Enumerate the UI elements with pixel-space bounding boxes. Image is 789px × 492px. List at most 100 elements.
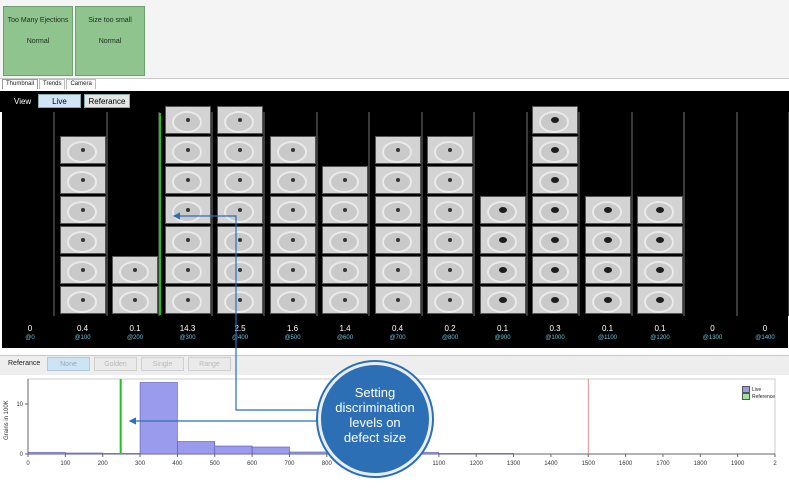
thumbnail-image[interactable]	[374, 226, 421, 254]
thumbnail-image[interactable]	[217, 136, 263, 164]
thumbnail-column[interactable]	[162, 106, 213, 316]
thumbnail-image[interactable]	[164, 226, 211, 254]
thumbnail-image[interactable]	[637, 226, 683, 254]
thumbnail-column[interactable]	[425, 112, 475, 316]
thumbnail-image[interactable]	[217, 196, 263, 224]
thumbnail-image[interactable]	[427, 196, 473, 224]
thumbnail-image[interactable]	[217, 256, 263, 284]
thumbnail-column[interactable]	[57, 112, 108, 316]
thumbnail-image[interactable]	[532, 196, 578, 224]
thumbnail-image[interactable]	[427, 226, 473, 254]
column-value: 0.3	[549, 324, 561, 333]
thumbnail-image[interactable]	[427, 136, 473, 164]
thumbnail-image[interactable]	[269, 286, 316, 314]
thumbnail-image[interactable]	[532, 166, 578, 194]
thumbnail-image[interactable]	[479, 256, 526, 284]
golden-button[interactable]: Golden	[94, 357, 137, 371]
thumbnail-image[interactable]	[112, 256, 158, 284]
reference-button[interactable]: Referance	[84, 94, 130, 108]
thumbnail-image[interactable]	[164, 106, 211, 134]
thumbnail-image[interactable]	[217, 226, 263, 254]
thumbnail-column[interactable]	[320, 112, 370, 316]
thumbnail-column[interactable]	[477, 112, 528, 316]
thumbnail-image[interactable]	[59, 256, 106, 284]
thumbnail-column[interactable]	[740, 112, 789, 316]
thumbnail-image[interactable]	[164, 286, 211, 314]
thumbnail-image[interactable]	[532, 286, 578, 314]
thumbnail-column[interactable]	[635, 112, 685, 316]
thumbnail-column[interactable]	[110, 112, 160, 316]
thumbnail-image[interactable]	[532, 136, 578, 164]
thumbnail-column[interactable]	[215, 106, 265, 316]
thumbnail-image[interactable]	[479, 226, 526, 254]
thumbnail-image[interactable]	[164, 136, 211, 164]
thumbnail-image[interactable]	[322, 256, 368, 284]
thumbnail-image[interactable]	[374, 286, 421, 314]
thumbnail-image[interactable]	[532, 256, 578, 284]
thumbnail-image[interactable]	[479, 196, 526, 224]
status-tile-size[interactable]: Size too small Normal	[75, 6, 145, 76]
single-button[interactable]: Single	[141, 357, 184, 371]
status-tile-ejections[interactable]: Too Many Ejections Normal	[3, 6, 73, 76]
thumbnail-image[interactable]	[217, 166, 263, 194]
thumbnail-image[interactable]	[322, 196, 368, 224]
thumbnail-image[interactable]	[59, 166, 106, 194]
thumbnail-image[interactable]	[584, 196, 631, 224]
thumbnail-image[interactable]	[164, 256, 211, 284]
thumbnail-image[interactable]	[217, 106, 263, 134]
thumbnail-column[interactable]	[267, 112, 318, 316]
thumbnail-image[interactable]	[217, 286, 263, 314]
thumbnail-image[interactable]	[374, 256, 421, 284]
thumbnail-column[interactable]	[687, 112, 738, 316]
live-button[interactable]: Live	[38, 94, 81, 108]
thumbnail-image[interactable]	[374, 196, 421, 224]
thumbnail-column[interactable]	[582, 112, 633, 316]
thumbnail-image[interactable]	[269, 166, 316, 194]
thumbnail-image[interactable]	[164, 166, 211, 194]
column-value: 0	[762, 324, 768, 333]
thumbnail-image[interactable]	[427, 256, 473, 284]
thumbnail-column[interactable]	[530, 106, 580, 316]
thumbnail-column[interactable]	[5, 112, 55, 316]
thumbnail-image[interactable]	[584, 226, 631, 254]
thumbnail-image[interactable]	[637, 256, 683, 284]
legend-swatch-reference	[742, 393, 750, 400]
thumbnail-image[interactable]	[637, 286, 683, 314]
thumbnail-image[interactable]	[532, 226, 578, 254]
thumbnail-image[interactable]	[269, 256, 316, 284]
thumbnail-image[interactable]	[532, 106, 578, 134]
thumbnail-image[interactable]	[584, 256, 631, 284]
thumbnail-image[interactable]	[59, 136, 106, 164]
thumbnail-image[interactable]	[269, 196, 316, 224]
column-value: 0	[710, 324, 715, 333]
tab-trends[interactable]: Trends	[39, 79, 66, 89]
thumbnail-image[interactable]	[59, 286, 106, 314]
defect-spot	[185, 238, 190, 242]
thumbnail-image[interactable]	[59, 196, 106, 224]
thumbnail-image[interactable]	[112, 286, 158, 314]
tab-camera[interactable]: Camera	[66, 79, 96, 89]
tab-thumbnail[interactable]: Thumbnail	[2, 79, 39, 89]
column-value: 0.4	[391, 324, 404, 333]
defect-spot	[551, 147, 559, 153]
none-button[interactable]: None	[47, 357, 90, 371]
thumbnail-image[interactable]	[322, 286, 368, 314]
defect-spot	[448, 298, 452, 302]
thumbnail-image[interactable]	[322, 166, 368, 194]
thumbnail-image[interactable]	[584, 286, 631, 314]
thumbnail-image[interactable]	[59, 226, 106, 254]
thumbnail-image[interactable]	[322, 226, 368, 254]
threshold-marker[interactable]	[159, 113, 161, 315]
thumbnail-image[interactable]	[427, 166, 473, 194]
range-button[interactable]: Range	[188, 357, 231, 371]
thumbnail-image[interactable]	[164, 196, 211, 224]
thumbnail-image[interactable]	[374, 166, 421, 194]
thumbnail-column[interactable]	[372, 112, 423, 316]
thumbnail-image[interactable]	[374, 136, 421, 164]
thumbnail-image[interactable]	[479, 286, 526, 314]
thumbnail-image[interactable]	[427, 286, 473, 314]
column-value: 0.1	[496, 324, 509, 333]
thumbnail-image[interactable]	[269, 226, 316, 254]
thumbnail-image[interactable]	[269, 136, 316, 164]
thumbnail-image[interactable]	[637, 196, 683, 224]
